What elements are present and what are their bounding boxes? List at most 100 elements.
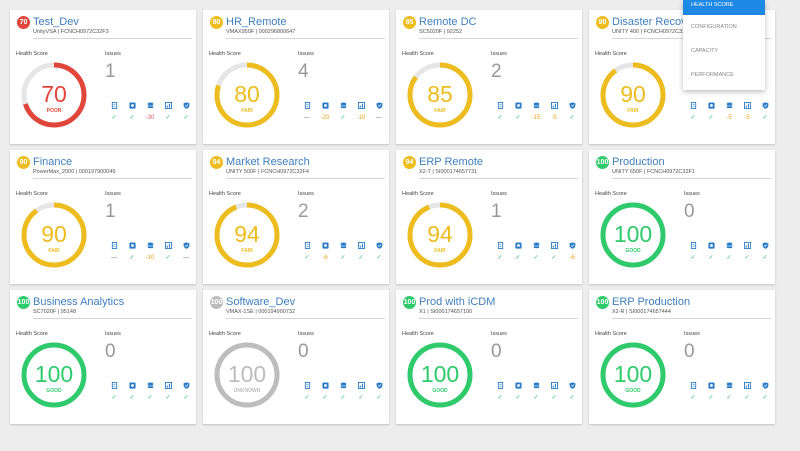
health-score-label: Health Score bbox=[209, 191, 241, 197]
capacity-icon bbox=[720, 100, 738, 110]
system-card[interactable]: 90 Finance PowerMax_2000 | 000197900049 … bbox=[10, 150, 196, 284]
score-badge: 90 bbox=[17, 156, 30, 169]
issues-count[interactable]: 1 bbox=[491, 201, 502, 222]
category-icons bbox=[298, 100, 388, 110]
category-score: ✓ bbox=[690, 255, 696, 261]
issues-count[interactable]: 1 bbox=[105, 61, 116, 82]
health-status-label: FAIR bbox=[48, 248, 60, 254]
category-score: ✓ bbox=[497, 255, 503, 261]
system-title[interactable]: Prod with iCDM bbox=[419, 296, 496, 308]
system-card[interactable]: 100 Software_Dev VMAX-1SE | 000194900732… bbox=[203, 290, 389, 424]
issues-label: Issues bbox=[491, 51, 507, 57]
system-cards-grid: 70 Test_Dev UnityVSA | FCNCH0972C32F3 He… bbox=[10, 10, 775, 424]
menu-item-configuration[interactable]: CONFIGURATION bbox=[691, 24, 737, 30]
category-scores: ✓ ✓ ✓ ✓ ✓ bbox=[298, 394, 388, 403]
category-score: ✓ bbox=[744, 395, 750, 401]
issues-count[interactable]: 0 bbox=[491, 341, 502, 362]
category-score: ✓ bbox=[129, 395, 135, 401]
system-title[interactable]: Disaster Recovery bbox=[612, 16, 702, 28]
system-title[interactable]: Production bbox=[612, 156, 665, 168]
health-score-gauge: 100 GOOD bbox=[600, 342, 666, 408]
system-card[interactable]: 85 Remote DC SC5020F | 92252 Health Scor… bbox=[396, 10, 582, 144]
system-title[interactable]: Test_Dev bbox=[33, 16, 79, 28]
system-title[interactable]: Remote DC bbox=[419, 16, 477, 28]
components-icon bbox=[684, 100, 702, 110]
configuration-icon bbox=[316, 240, 334, 250]
issues-count[interactable]: 0 bbox=[105, 341, 116, 362]
health-score-label: Health Score bbox=[402, 51, 434, 57]
category-score: ✓ bbox=[533, 395, 539, 401]
system-title[interactable]: Market Research bbox=[226, 156, 310, 168]
category-scores: ✓ ✓ ✓ ✓ -6 bbox=[491, 254, 581, 263]
score-badge: 100 bbox=[403, 296, 416, 309]
category-score: ✓ bbox=[690, 395, 696, 401]
category-icons bbox=[105, 100, 195, 110]
system-card[interactable]: 94 Market Research UNITY 500F | FCNCH097… bbox=[203, 150, 389, 284]
health-score-label: Health Score bbox=[595, 51, 627, 57]
data-protection-icon bbox=[756, 100, 774, 110]
capacity-icon bbox=[720, 240, 738, 250]
components-icon bbox=[491, 240, 509, 250]
category-scores: ✓ ✓ -15 -5 ✓ bbox=[491, 114, 581, 123]
system-title[interactable]: HR_Remote bbox=[226, 16, 287, 28]
system-subtitle: PowerMax_2000 | 000197900049 bbox=[33, 169, 192, 179]
category-score: ✓ bbox=[340, 115, 346, 121]
performance-icon bbox=[159, 240, 177, 250]
system-title[interactable]: ERP Production bbox=[612, 296, 691, 308]
health-score-gauge: 70 POOR bbox=[21, 62, 87, 128]
category-scores: — -20 ✓ -10 — bbox=[298, 114, 388, 123]
menu-item-health-score[interactable]: HEALTH SCORE bbox=[683, 0, 765, 15]
system-title[interactable]: ERP Remote bbox=[419, 156, 483, 168]
capacity-icon bbox=[720, 380, 738, 390]
issues-count[interactable]: 0 bbox=[298, 341, 309, 362]
system-card[interactable]: 100 ERP Production X2-R | SI000174657444… bbox=[589, 290, 775, 424]
category-icons bbox=[491, 240, 581, 250]
category-score: ✓ bbox=[515, 255, 521, 261]
data-protection-icon bbox=[563, 240, 581, 250]
performance-icon bbox=[738, 240, 756, 250]
system-card[interactable]: 70 Test_Dev UnityVSA | FCNCH0972C32F3 He… bbox=[10, 10, 196, 144]
menu-item-performance[interactable]: PERFORMANCE bbox=[691, 72, 734, 78]
category-score: -5 bbox=[551, 115, 557, 121]
menu-item-capacity[interactable]: CAPACITY bbox=[691, 48, 719, 54]
issues-count[interactable]: 2 bbox=[491, 61, 502, 82]
category-icons bbox=[491, 100, 581, 110]
issues-label: Issues bbox=[105, 51, 121, 57]
system-card[interactable]: 100 Prod with iCDM X1 | SI000174657100 H… bbox=[396, 290, 582, 424]
capacity-icon bbox=[334, 380, 352, 390]
system-title[interactable]: Business Analytics bbox=[33, 296, 125, 308]
health-score-value: 90 bbox=[41, 221, 67, 247]
category-score: -10 bbox=[356, 115, 366, 121]
performance-icon bbox=[738, 380, 756, 390]
components-icon bbox=[298, 100, 316, 110]
system-card[interactable]: 80 HR_Remote VMAX950F | 000296800647 Hea… bbox=[203, 10, 389, 144]
components-icon bbox=[105, 240, 123, 250]
system-card[interactable]: 100 Business Analytics SC7020F | 95148 H… bbox=[10, 290, 196, 424]
category-icons bbox=[298, 240, 388, 250]
issues-count[interactable]: 4 bbox=[298, 61, 309, 82]
data-protection-icon bbox=[370, 240, 388, 250]
category-score: ✓ bbox=[165, 115, 171, 121]
category-score: ✓ bbox=[551, 255, 557, 261]
configuration-icon bbox=[702, 380, 720, 390]
category-score: ✓ bbox=[111, 115, 117, 121]
system-card[interactable]: 94 ERP Remote X2-T | SI000174657731 Heal… bbox=[396, 150, 582, 284]
issues-label: Issues bbox=[298, 191, 314, 197]
issues-count[interactable]: 0 bbox=[684, 201, 695, 222]
issues-count[interactable]: 2 bbox=[298, 201, 309, 222]
system-subtitle: X1 | SI000174657100 bbox=[419, 309, 578, 319]
health-status-label: UNKNOWN bbox=[234, 388, 261, 394]
gauge-fill bbox=[21, 202, 87, 268]
system-title[interactable]: Software_Dev bbox=[226, 296, 296, 308]
system-card[interactable]: 100 Production UNITY 650F | FCNCH0972C32… bbox=[589, 150, 775, 284]
issues-label: Issues bbox=[491, 191, 507, 197]
health-status-label: FAIR bbox=[627, 108, 639, 114]
health-score-gauge: 100 GOOD bbox=[407, 342, 473, 408]
gauge-fill bbox=[21, 342, 87, 408]
issues-count[interactable]: 1 bbox=[105, 201, 116, 222]
issues-count[interactable]: 0 bbox=[684, 341, 695, 362]
issues-label: Issues bbox=[105, 191, 121, 197]
category-score: ✓ bbox=[340, 255, 346, 261]
system-title[interactable]: Finance bbox=[33, 156, 73, 168]
health-score-value: 100 bbox=[421, 361, 459, 387]
